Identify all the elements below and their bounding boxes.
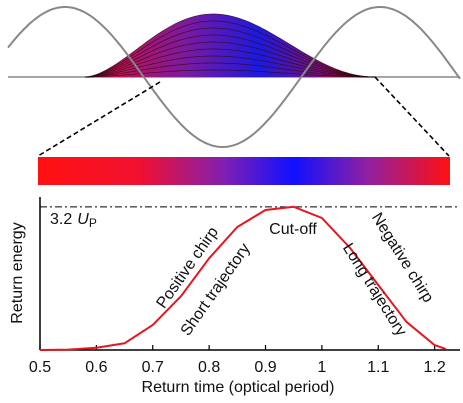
- reference-unit: U: [77, 211, 89, 228]
- trajectory-line: [84, 13, 376, 78]
- trajectory-line: [84, 62, 375, 78]
- trajectory-line: [84, 55, 375, 78]
- x-tick-label: 0.7: [142, 359, 164, 376]
- annotation: Cut-off: [269, 221, 317, 238]
- energy-curve: [39, 205, 447, 351]
- x-tick-label: 1: [317, 359, 326, 376]
- trajectory-line: [84, 27, 376, 78]
- x-tick-label: 1.1: [367, 359, 389, 376]
- trajectory-line: [85, 69, 375, 78]
- chirp-color-bar: [38, 157, 450, 185]
- reference-number: 3.2: [50, 211, 72, 228]
- x-tick-label: 0.5: [29, 359, 51, 376]
- field-wave: [7, 6, 461, 149]
- trajectory-fill: [85, 14, 375, 77]
- zoom-line: [37, 81, 161, 157]
- x-tick-label: 0.6: [85, 359, 107, 376]
- x-tick-label: 0.9: [254, 359, 276, 376]
- x-axis-label: Return time (optical period): [142, 379, 335, 396]
- reference-unit-sub: P: [89, 216, 97, 230]
- x-tick-label: 1.2: [424, 359, 446, 376]
- trajectory-line: [84, 20, 376, 78]
- plot: 0.5 0.6 0.7 0.8 0.9 1 1.1 1.2 Return time (optic…: [9, 197, 460, 396]
- x-tick-label: 0.8: [198, 359, 220, 376]
- trajectory-line: [84, 34, 375, 78]
- field-diagram: [7, 6, 461, 149]
- trajectory-line: [84, 48, 375, 78]
- zoom-line: [374, 76, 450, 157]
- reference-label: 3.2 UP: [50, 211, 97, 230]
- y-axis-label: Return energy: [9, 222, 26, 323]
